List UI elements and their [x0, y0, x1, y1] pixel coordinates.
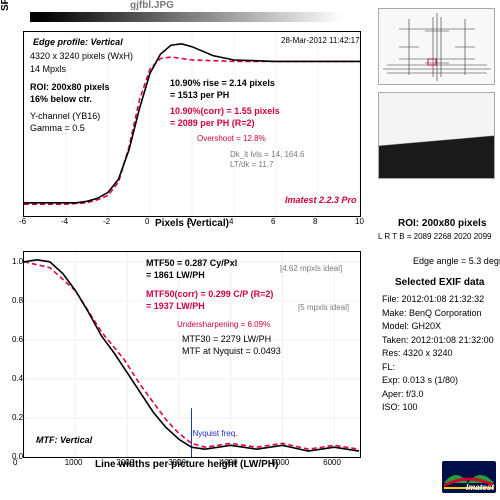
ideal1: [4.62 mpxls ideal]: [280, 264, 342, 274]
rise2: = 1513 per PH: [170, 90, 229, 101]
date: 28-Mar-2012 11:42:17: [281, 36, 360, 46]
rise1: 10.90% rise = 2.14 pixels: [170, 78, 275, 89]
mtf50-2: = 1861 LW/PH: [146, 270, 205, 281]
edge-crop-thumb: [378, 92, 495, 179]
mtf50c-2: = 1937 LW/PH: [146, 301, 205, 312]
right-edge: Edge angle = 5.3 degs: [413, 256, 500, 267]
version: Imatest 2.2.3 Pro: [285, 195, 357, 206]
size-line: 4320 x 3240 pixels (WxH): [30, 51, 133, 62]
chart2-ylabel: SFR (MTF): [0, 0, 11, 11]
ltdk: LT/dk = 11.7: [230, 160, 274, 170]
corr2: = 2089 per PH (R=2): [170, 118, 255, 129]
below-line: 16% below ctr.: [30, 94, 92, 105]
roi-line: ROI: 200x80 pixels: [30, 82, 110, 93]
right-lrtb: L R T B = 2089 2268 2020 2099: [378, 232, 492, 242]
imatest-logo: Imatest: [442, 461, 496, 493]
overshoot: Overshoot = 12.8%: [197, 134, 266, 144]
chart1-xlabel: Pixels (Vertical): [155, 218, 229, 231]
dklt: Dk_lt lvls = 14, 164.6: [230, 150, 304, 160]
nyq: MTF at Nyquist = 0.0493: [182, 346, 281, 357]
ychan: Y-channel (YB16): [30, 111, 100, 122]
mtf50c-1: MTF50(corr) = 0.299 C/P (R=2): [146, 289, 273, 300]
test-chart-thumb: [378, 8, 495, 85]
corr1: 10.90%(corr) = 1.55 pixels: [170, 106, 280, 117]
mtf50-1: MTF50 = 0.287 Cy/Pxl: [146, 258, 237, 269]
under: Undersharpening = 6.09%: [177, 320, 270, 330]
gamma: Gamma = 0.5: [30, 123, 85, 134]
filename-label: gjfbl.JPG: [130, 0, 174, 11]
right-roi: ROI: 200x80 pixels: [398, 218, 486, 231]
gradient-bar: [30, 12, 360, 22]
mp-line: 14 Mpxls: [30, 64, 66, 75]
exif-title: Selected EXIF data: [395, 277, 484, 290]
ideal2: [5 mpxls ideal]: [298, 303, 349, 313]
mtf30: MTF30 = 2279 LW/PH: [182, 334, 271, 345]
exif-block: File: 2012:01:08 21:32:32Make: BenQ Corp…: [382, 293, 494, 415]
chart2-title: MTF: Vertical: [33, 434, 95, 447]
chart1-title: Edge profile: Vertical: [30, 36, 126, 49]
